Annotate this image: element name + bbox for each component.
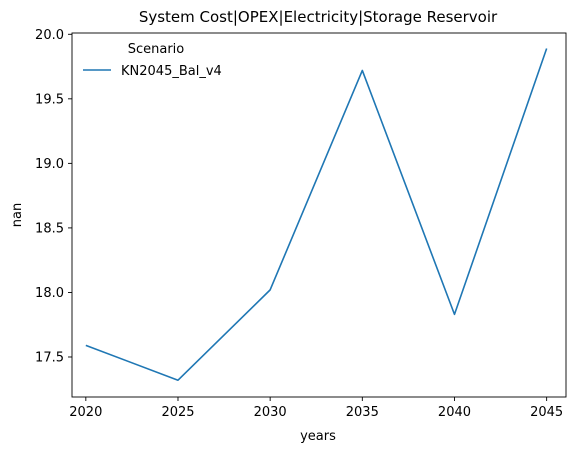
y-axis-label: nan	[10, 203, 25, 227]
x-tick-label: 2020	[69, 405, 102, 420]
y-tick-label: 20.0	[35, 28, 64, 43]
y-tick-label: 18.0	[35, 286, 64, 301]
legend-entry-label: KN2045_Bal_v4	[121, 64, 222, 79]
series-line	[85, 48, 548, 382]
y-tick-label: 19.5	[35, 92, 64, 107]
y-tick-label: 17.5	[35, 350, 64, 365]
y-tick-label: 19.0	[35, 157, 64, 172]
y-axis: 17.5 18.0 18.5 19.0 19.5 20.0	[35, 28, 72, 365]
legend-title: Scenario	[128, 42, 185, 57]
x-tick-label: 2030	[254, 405, 287, 420]
series-layer	[85, 48, 548, 382]
x-axis-label: years	[300, 429, 336, 444]
x-tick-label: 2025	[161, 405, 194, 420]
x-axis: 2020 2025 2030 2035 2040 2045	[69, 397, 563, 420]
plot-area-frame	[71, 32, 567, 398]
x-tick-label: 2045	[530, 405, 563, 420]
chart-title: System Cost|OPEX|Electricity|Storage Res…	[139, 8, 498, 26]
legend: Scenario KN2045_Bal_v4	[83, 42, 222, 79]
x-tick-label: 2040	[438, 405, 471, 420]
y-tick-label: 18.5	[35, 221, 64, 236]
x-tick-label: 2035	[346, 405, 379, 420]
